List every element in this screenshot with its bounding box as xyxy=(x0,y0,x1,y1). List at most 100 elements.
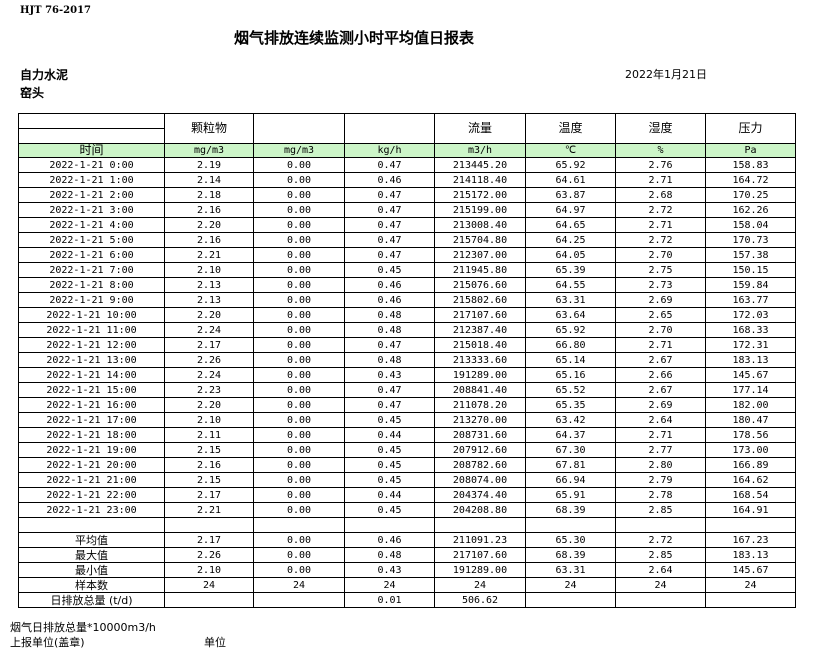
table-row: 2022-1-21 0:00 2.19 0.00 0.47 213445.20 65.92… xyxy=(18,157,796,173)
table-cell: 0.46 xyxy=(344,532,435,548)
table-cell: 170.25 xyxy=(705,187,796,203)
table-cell: 0.00 xyxy=(253,442,345,458)
table-cell: 0.48 xyxy=(344,307,435,323)
table-cell: 2022-1-21 14:00 xyxy=(18,367,165,383)
unit-cell: mg/m3 xyxy=(164,143,254,158)
table-cell: 0.46 xyxy=(344,292,435,308)
table-cell: 164.91 xyxy=(705,502,796,518)
table-cell: 0.45 xyxy=(344,442,435,458)
table-cell: 2022-1-21 20:00 xyxy=(18,457,165,473)
table-cell xyxy=(164,592,254,608)
table-cell: 217107.60 xyxy=(434,307,526,323)
table-row: 2022-1-21 18:00 2.11 0.00 0.44 208731.60 64.3… xyxy=(18,427,796,443)
table-cell: 0.00 xyxy=(253,187,345,203)
table-cell: 0.00 xyxy=(253,247,345,263)
table-cell: 2022-1-21 6:00 xyxy=(18,247,165,263)
table-cell: 2.26 xyxy=(164,352,254,368)
table-cell: 191289.00 xyxy=(434,562,526,578)
table-cell: 66.80 xyxy=(525,337,616,353)
table-cell: 24 xyxy=(434,577,526,593)
unit-cell: % xyxy=(615,143,706,158)
table-cell xyxy=(253,592,345,608)
table-cell: 2.85 xyxy=(615,547,706,563)
table-cell: 2.10 xyxy=(164,562,254,578)
table-cell: 65.14 xyxy=(525,352,616,368)
table-cell: 2.16 xyxy=(164,457,254,473)
table-cell: 213270.00 xyxy=(434,412,526,428)
table-cell: 164.62 xyxy=(705,472,796,488)
unit-cell: m3/h xyxy=(434,143,526,158)
table-row: 2022-1-21 11:00 2.24 0.00 0.48 212387.40 65.9… xyxy=(18,322,796,338)
table-row: 2022-1-21 9:00 2.13 0.00 0.46 215802.60 63.31… xyxy=(18,292,796,308)
table-cell: 208782.60 xyxy=(434,457,526,473)
table-cell: 191289.00 xyxy=(434,367,526,383)
table-cell: 0.45 xyxy=(344,262,435,278)
table-cell: 150.15 xyxy=(705,262,796,278)
table-cell: 68.39 xyxy=(525,502,616,518)
table-cell: 2.65 xyxy=(615,307,706,323)
header-cell: 湿度 xyxy=(615,113,706,144)
table-cell: 215172.00 xyxy=(434,187,526,203)
table-cell: 2022-1-21 7:00 xyxy=(18,262,165,278)
table-cell: 164.72 xyxy=(705,172,796,188)
table-cell: 0.00 xyxy=(253,427,345,443)
table-cell: 173.00 xyxy=(705,442,796,458)
table-cell: 2.76 xyxy=(615,157,706,173)
table-cell: 66.94 xyxy=(525,472,616,488)
table-cell: 0.00 xyxy=(253,532,345,548)
table-cell: 2.64 xyxy=(615,412,706,428)
table-cell xyxy=(525,592,616,608)
table-cell: 0.48 xyxy=(344,547,435,563)
table-row: 2022-1-21 22:00 2.17 0.00 0.44 204374.40 65.9… xyxy=(18,487,796,503)
table-cell: 0.00 xyxy=(253,382,345,398)
table-cell: 2.67 xyxy=(615,352,706,368)
table-cell: 24 xyxy=(615,577,706,593)
table-cell: 2022-1-21 21:00 xyxy=(18,472,165,488)
table-cell: 211945.80 xyxy=(434,262,526,278)
table-cell xyxy=(344,517,435,533)
table-cell: 2022-1-21 12:00 xyxy=(18,337,165,353)
table-cell: 2022-1-21 19:00 xyxy=(18,442,165,458)
table-cell: 2.15 xyxy=(164,442,254,458)
table-cell: 2022-1-21 18:00 xyxy=(18,427,165,443)
table-cell: 2.85 xyxy=(615,502,706,518)
table-cell: 208731.60 xyxy=(434,427,526,443)
table-cell: 2.71 xyxy=(615,172,706,188)
table-cell: 24 xyxy=(705,577,796,593)
table-row: 2022-1-21 13:00 2.26 0.00 0.48 213333.60 65.1… xyxy=(18,352,796,368)
header-cell xyxy=(253,113,345,144)
table-cell: 2.72 xyxy=(615,232,706,248)
table-cell: 215704.80 xyxy=(434,232,526,248)
table-cell: 0.47 xyxy=(344,232,435,248)
table-cell: 65.35 xyxy=(525,397,616,413)
table-cell: 0.47 xyxy=(344,247,435,263)
table-cell: 0.00 xyxy=(253,457,345,473)
table-cell: 2.16 xyxy=(164,232,254,248)
table-row: 2022-1-21 2:00 2.18 0.00 0.47 215172.00 63.87… xyxy=(18,187,796,203)
table-cell: 0.46 xyxy=(344,172,435,188)
table-cell xyxy=(615,592,706,608)
table-cell: 208074.00 xyxy=(434,472,526,488)
table-cell: 172.31 xyxy=(705,337,796,353)
site-name: 窑头 xyxy=(20,86,45,100)
table-cell: 0.47 xyxy=(344,202,435,218)
table-cell: 2022-1-21 10:00 xyxy=(18,307,165,323)
table-cell: 145.67 xyxy=(705,367,796,383)
table-cell: 2022-1-21 9:00 xyxy=(18,292,165,308)
header-cell: 压力 xyxy=(705,113,796,144)
table-cell: 2.70 xyxy=(615,247,706,263)
table-cell: 2022-1-21 0:00 xyxy=(18,157,165,173)
table-cell: 2.68 xyxy=(615,187,706,203)
table-cell: 204374.40 xyxy=(434,487,526,503)
table-cell: 215076.60 xyxy=(434,277,526,293)
table-cell: 2.66 xyxy=(615,367,706,383)
table-cell: 64.37 xyxy=(525,427,616,443)
header-cell: 颗粒物 xyxy=(164,113,254,144)
table-cell: 2.24 xyxy=(164,322,254,338)
table-row: 2022-1-21 19:00 2.15 0.00 0.45 207912.60 67.3… xyxy=(18,442,796,458)
table-cell xyxy=(18,517,165,533)
unit-cell: 时间 xyxy=(18,143,165,158)
header-cell: 流量 xyxy=(434,113,526,144)
blank-row xyxy=(18,517,796,533)
table-cell: 2.71 xyxy=(615,217,706,233)
